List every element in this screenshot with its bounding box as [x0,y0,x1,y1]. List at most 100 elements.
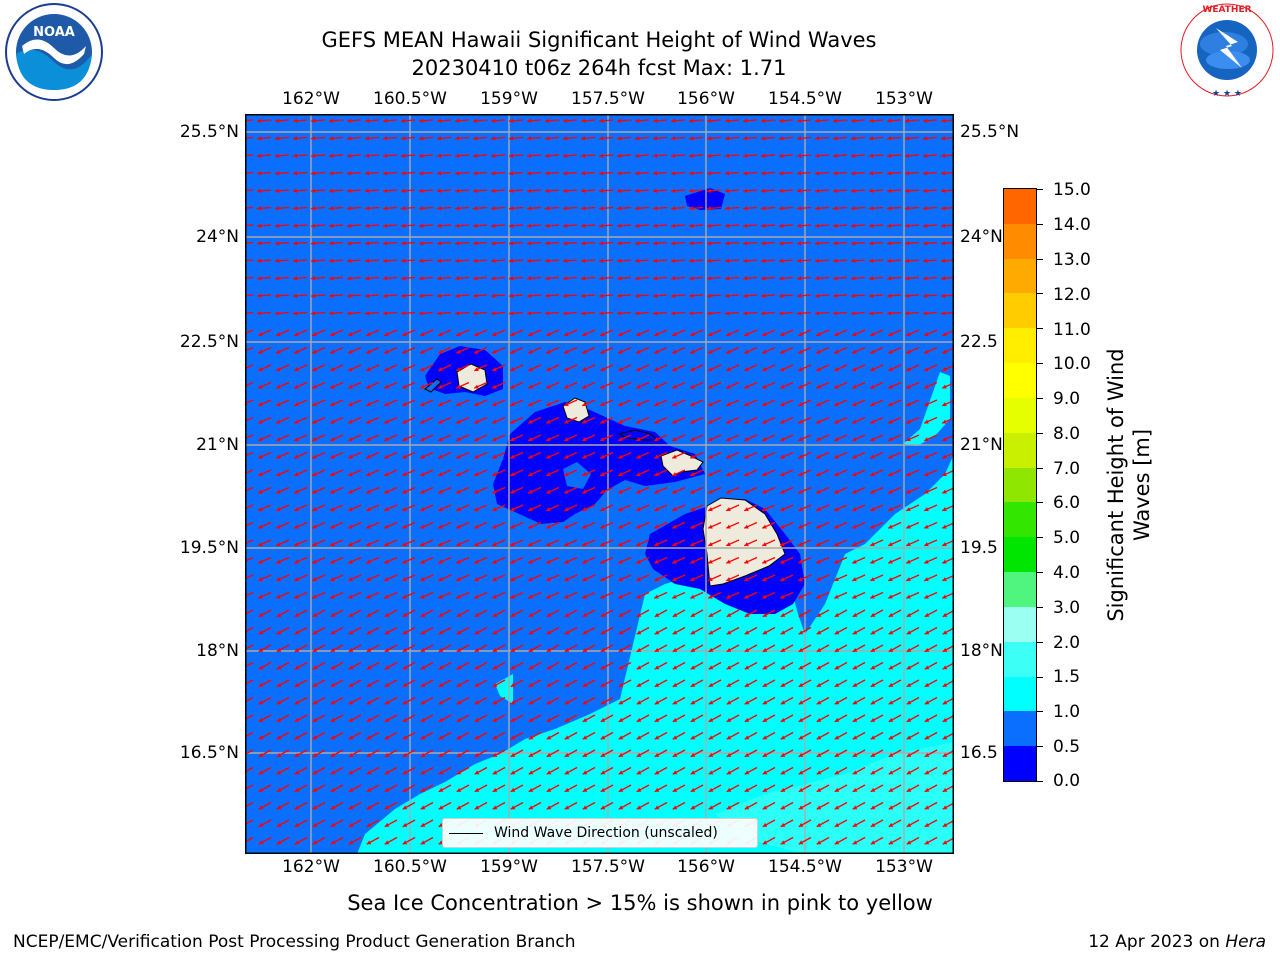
wind-wave-arrowhead [689,171,694,176]
wind-wave-arrowhead [384,630,390,635]
wind-wave-arrowhead [546,367,551,372]
lat-label: 19.5°N [179,538,239,558]
wind-wave-arrowhead [348,454,353,459]
wind-wave-arrowhead [473,311,478,316]
wind-wave-arrowhead [276,577,281,582]
wind-wave-arrowhead [906,472,911,477]
wind-wave-arrowhead [582,665,588,670]
wind-wave-arrowhead [438,419,443,424]
wind-wave-arrowhead [834,787,840,792]
wind-wave-arrowhead [492,770,498,775]
wind-wave-arrowhead [672,507,677,512]
wind-wave-arrowhead [330,594,335,599]
wind-wave-arrowhead [420,437,425,442]
wind-wave-arrowhead [348,840,354,845]
wind-wave-arrowhead [275,188,280,193]
colorbar-tick [1036,606,1043,608]
wind-wave-arrowhead [474,682,480,687]
wind-wave-arrowhead [456,507,461,512]
wind-wave-arrowhead [581,276,586,281]
wind-wave-arrowhead [276,682,282,687]
wind-wave-arrowhead [816,787,822,792]
wind-wave-arrowhead [384,489,389,494]
wind-wave-arrowhead [869,171,874,176]
wind-wave-arrowhead [329,276,334,281]
wind-wave-arrowhead [761,171,766,176]
wind-wave-arrowhead [420,752,426,757]
wind-wave-arrowhead [402,805,408,810]
wind-wave-arrowhead [347,188,352,193]
wind-wave-arrowhead [528,524,533,529]
wind-wave-arrowhead [834,647,840,652]
wind-wave-arrowhead [330,559,335,564]
wind-wave-arrowhead [564,384,569,389]
wind-wave-arrowhead [510,559,515,564]
wind-wave-arrowhead [258,384,263,389]
wind-wave-arrowhead [708,787,714,792]
wind-wave-arrowhead [779,241,784,246]
wind-wave-arrowhead [725,276,730,281]
wind-wave-arrowhead [636,454,641,459]
wind-wave-arrowhead [869,153,874,158]
wind-wave-arrowhead [528,594,533,599]
wind-wave-arrowhead [312,594,317,599]
wind-wave-arrowhead [312,735,318,740]
wind-wave-arrowhead [456,542,461,547]
wind-wave-arrowhead [726,472,731,477]
wind-wave-arrowhead [924,472,929,477]
wind-wave-arrowhead [419,241,424,246]
wind-wave-arrowhead [726,419,731,424]
wind-wave-arrowhead [708,665,714,670]
wind-wave-arrowhead [330,787,336,792]
wind-wave-arrowhead [635,311,640,316]
wind-wave-arrowhead [942,647,948,652]
wind-wave-arrowhead [402,752,408,757]
wind-wave-arrowhead [816,630,822,635]
wind-wave-arrowhead [761,276,766,281]
wind-wave-arrowhead [744,752,750,757]
wind-wave-arrowhead [942,787,948,792]
wind-wave-arrowhead [708,717,714,722]
wind-wave-arrowhead [474,384,479,389]
wind-wave-arrowhead [923,241,928,246]
wind-wave-arrowhead [780,594,785,599]
wind-wave-arrowhead [600,700,606,705]
wind-wave-arrowhead [636,787,642,792]
wind-wave-arrowhead [438,559,443,564]
wind-wave-arrowhead [744,437,749,442]
wind-wave-arrowhead [635,136,640,141]
wind-wave-arrowhead [834,770,840,775]
wind-wave-arrowhead [636,717,642,722]
wind-wave-arrowhead [311,241,316,246]
wind-wave-arrowhead [744,665,750,670]
wind-wave-arrowhead [419,118,424,123]
wind-wave-arrowhead [510,770,516,775]
wind-wave-arrowhead [528,472,533,477]
wind-wave-arrowhead [312,559,317,564]
wind-wave-arrowhead [581,206,586,211]
colorbar-tick [1036,502,1043,504]
wind-wave-arrowhead [257,153,262,158]
lat-label: 21°N [196,435,239,455]
wind-wave-arrowhead [348,682,354,687]
wind-wave-arrowhead [582,419,587,424]
wind-wave-arrowhead [402,542,407,547]
wind-wave-arrowhead [672,770,678,775]
wind-wave-arrowhead [276,384,281,389]
wind-wave-arrowhead [365,171,370,176]
wind-wave-arrowhead [402,524,407,529]
wind-wave-arrowhead [330,630,336,635]
wind-wave-arrowhead [852,349,857,354]
wind-wave-arrowhead [798,647,804,652]
wind-wave-arrowhead [779,188,784,193]
wind-wave-arrowhead [275,276,280,281]
wind-wave-arrowhead [833,118,838,123]
wind-wave-arrowhead [671,258,676,263]
wind-wave-arrowhead [906,542,911,547]
wind-wave-arrowhead [600,612,606,617]
colorbar-band [1004,397,1036,433]
wind-wave-arrowhead [636,437,641,442]
wind-wave-arrowhead [870,419,875,424]
wind-wave-arrowhead [942,559,947,564]
wind-wave-arrowhead [473,258,478,263]
